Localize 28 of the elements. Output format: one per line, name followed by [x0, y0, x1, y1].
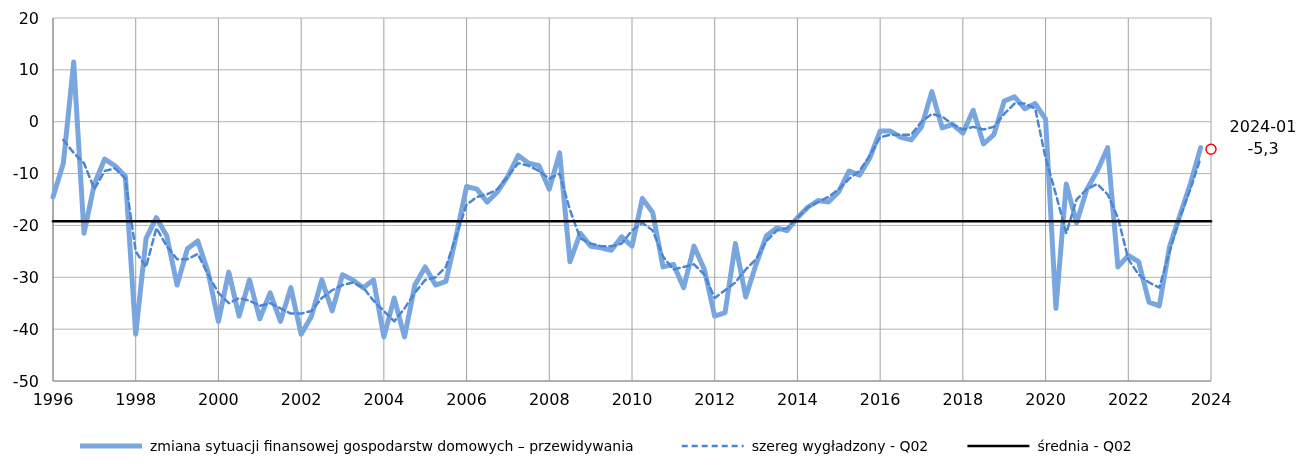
y-tick-label: 20 — [18, 8, 39, 28]
x-tick-label: 2024 — [1190, 390, 1232, 409]
y-tick-label: -40 — [12, 319, 39, 339]
x-tick-label: 2012 — [694, 390, 736, 409]
x-tick-label: 2006 — [446, 390, 487, 409]
x-tick-label: 2000 — [198, 390, 239, 409]
y-tick-label: -50 — [12, 371, 39, 391]
legend-label: szereg wygładzony - Q02 — [751, 438, 929, 454]
x-tick-label: 2018 — [942, 390, 984, 409]
legend-label: zmiana sytuacji finansowej gospodarstw domowych – przewidywania — [150, 438, 634, 454]
x-tick-label: 1996 — [32, 390, 74, 409]
x-tick-label: 2010 — [611, 390, 653, 409]
x-tick-label: 1998 — [115, 390, 157, 409]
x-tick-label: 2004 — [363, 390, 405, 409]
x-tick-label: 2002 — [280, 390, 322, 409]
line-series — [62, 102, 1202, 323]
x-tick-label: 2022 — [1107, 390, 1149, 409]
legend-label: średnia - Q02 — [1037, 438, 1132, 454]
y-tick-label: 10 — [18, 60, 39, 80]
x-tick-label: 2020 — [1025, 390, 1066, 409]
y-tick-label: -30 — [12, 267, 39, 287]
x-tick-label: 2014 — [777, 390, 818, 409]
x-tick-label: 2016 — [859, 390, 901, 409]
y-tick-label: -10 — [12, 164, 39, 184]
annotation: 2024-01 -5,3 — [1229, 117, 1297, 159]
y-tick-label: -20 — [12, 216, 39, 236]
x-tick-label: 2008 — [528, 390, 570, 409]
y-tick-label: 0 — [28, 112, 39, 132]
